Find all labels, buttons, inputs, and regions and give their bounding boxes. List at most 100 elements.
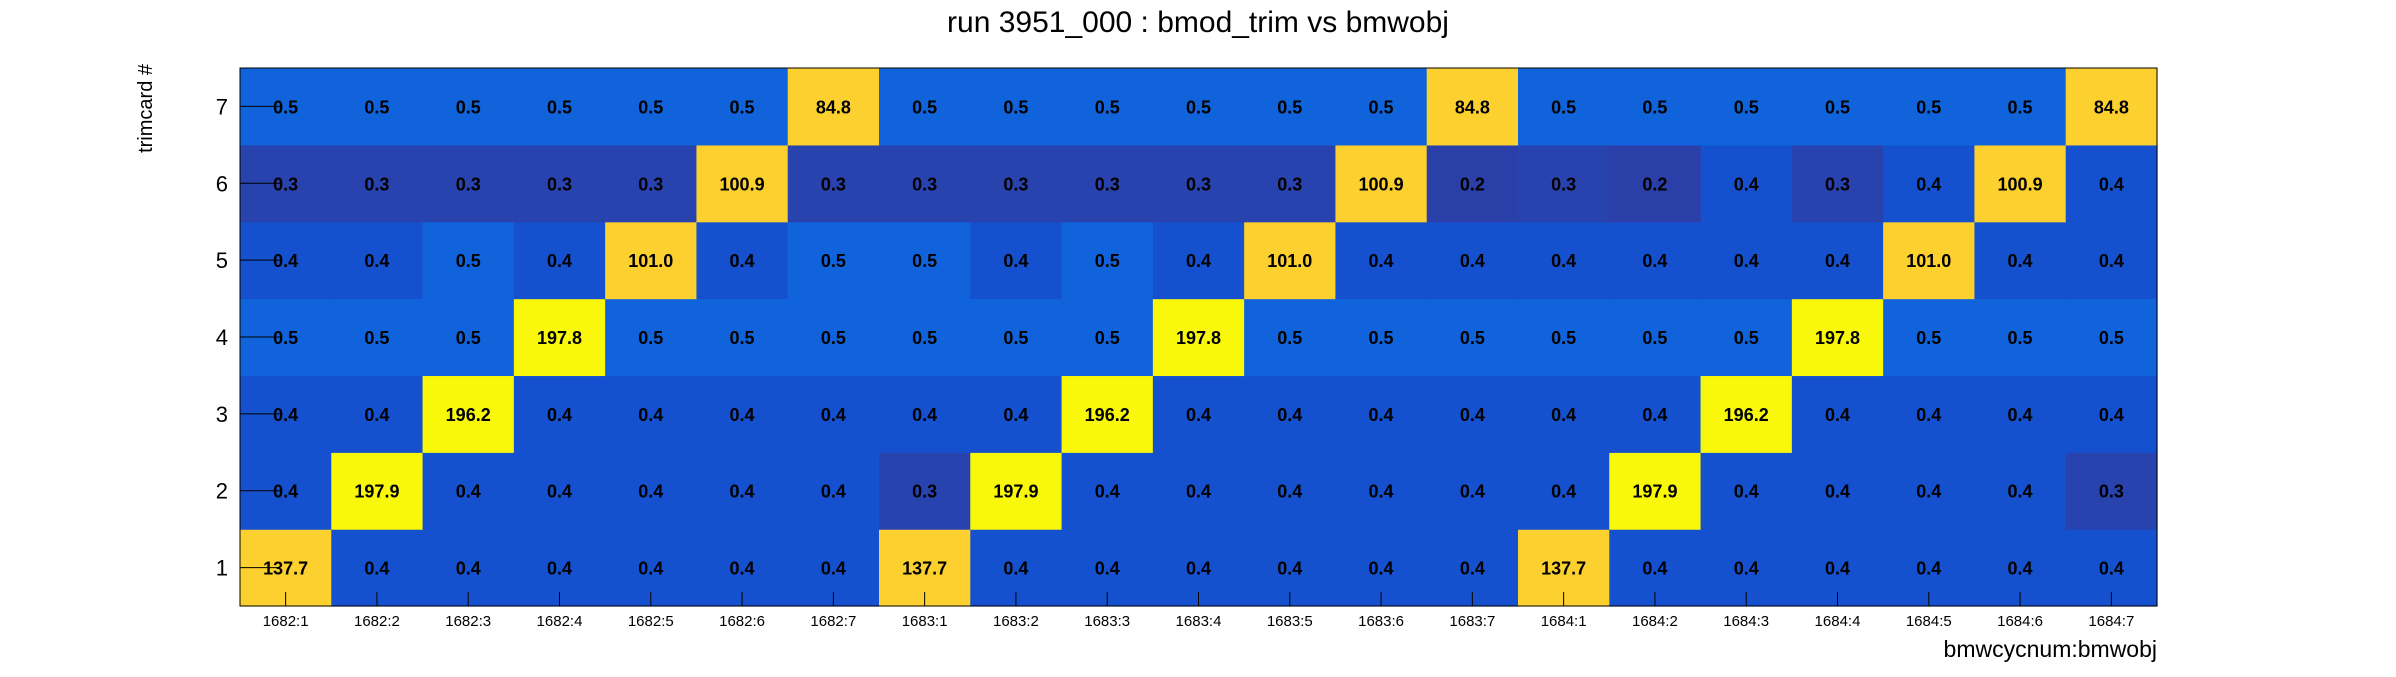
cell-value-label: 100.9: [720, 174, 765, 194]
x-tick-label: 1683:7: [1449, 613, 1495, 630]
x-tick-label: 1683:3: [1084, 613, 1130, 630]
heatmap-cell: [787, 375, 880, 453]
heatmap-cell: [879, 298, 971, 377]
heatmap-cell: [1335, 298, 1428, 377]
cell-value-label: 0.4: [1734, 559, 1759, 579]
x-tick-label: 1682:1: [263, 613, 309, 630]
heatmap-cell: [1609, 221, 1702, 300]
cell-value-label: 0.4: [1095, 482, 1120, 502]
cell-value-label: 84.8: [2094, 97, 2129, 117]
heatmap-cell: [1426, 375, 1519, 453]
heatmap-cell: [1518, 452, 1610, 530]
cell-value-label: 0.4: [547, 251, 572, 271]
cell-value-label: 0.4: [1734, 251, 1759, 271]
cell-value-label: 137.7: [902, 559, 947, 579]
heatmap-cell: [1700, 68, 1793, 146]
cell-value-label: 0.4: [1551, 482, 1576, 502]
cell-value-label: 0.4: [1460, 405, 1485, 425]
heatmap-cell: [513, 375, 606, 453]
heatmap-cell: [696, 68, 789, 146]
cell-value-label: 197.9: [1632, 482, 1677, 502]
cell-value-label: 0.3: [1551, 174, 1576, 194]
cell-value-label: 0.4: [1916, 174, 1941, 194]
cell-value-label: 0.4: [730, 559, 755, 579]
heatmap-cell: [970, 375, 1063, 453]
heatmap-cell: [1791, 452, 1884, 530]
heatmap-cell: [1061, 221, 1154, 300]
cell-value-label: 0.2: [1460, 174, 1485, 194]
chart-title: run 3951_000 : bmod_trim vs bmwobj: [947, 6, 1449, 39]
cell-value-label: 0.5: [1734, 328, 1759, 348]
cell-value-label: 196.2: [446, 405, 491, 425]
x-tick-label: 1683:2: [993, 613, 1039, 630]
heatmap-cell: [879, 68, 971, 146]
heatmap-cell: [1883, 144, 1976, 223]
heatmap-cell: [787, 221, 880, 300]
heatmap-cell: [1518, 221, 1610, 300]
cell-value-label: 0.3: [912, 174, 937, 194]
heatmap-cell: [1974, 144, 2067, 223]
heatmap-cell: [1426, 452, 1519, 530]
heatmap-cell: [1152, 298, 1245, 377]
cell-value-label: 0.5: [1277, 97, 1302, 117]
heatmap-cell: [1061, 144, 1154, 223]
heatmap-cell: [331, 68, 424, 146]
cell-value-label: 101.0: [1906, 251, 1951, 271]
heatmap-cell: [879, 144, 971, 223]
heatmap-cell: [331, 144, 424, 223]
y-tick-label: 2: [216, 479, 228, 504]
cell-value-label: 0.4: [1186, 405, 1211, 425]
x-axis-title: bmwcycnum:bmwobj: [1944, 636, 2157, 662]
cell-value-label: 0.4: [730, 251, 755, 271]
cell-value-label: 0.4: [1916, 405, 1941, 425]
x-tick-label: 1683:5: [1267, 613, 1313, 630]
heatmap-cell: [513, 68, 606, 146]
cell-value-label: 0.4: [1003, 559, 1028, 579]
cell-value-label: 0.4: [638, 405, 663, 425]
cell-value-label: 0.4: [273, 482, 298, 502]
x-tick-label: 1684:3: [1723, 613, 1769, 630]
heatmap-cell: [1244, 144, 1337, 223]
cell-value-label: 0.4: [364, 559, 389, 579]
heatmap-cell: [422, 68, 515, 146]
x-tick-label: 1683:1: [902, 613, 948, 630]
heatmap-cell: [1518, 375, 1610, 453]
heatmap-cell: [1518, 144, 1610, 223]
heatmap-cell: [1700, 452, 1793, 530]
cell-value-label: 0.5: [1916, 328, 1941, 348]
heatmap-cell: [1883, 68, 1976, 146]
cell-value-label: 0.4: [1825, 559, 1850, 579]
cell-value-label: 0.5: [1642, 328, 1667, 348]
cell-value-label: 0.5: [2008, 328, 2033, 348]
heatmap-cell: [879, 452, 971, 530]
cell-value-label: 0.4: [2008, 251, 2033, 271]
heatmap-cell: [605, 298, 698, 377]
x-tick-label: 1684:2: [1632, 613, 1678, 630]
cell-value-label: 0.5: [912, 97, 937, 117]
cell-value-label: 0.5: [730, 97, 755, 117]
heatmap-cell: [1152, 68, 1245, 146]
heatmap-cell: [696, 298, 789, 377]
cell-value-label: 0.4: [1095, 559, 1120, 579]
heatmap-cell: [1244, 68, 1337, 146]
cell-value-label: 0.5: [821, 328, 846, 348]
heatmap-cell: [2065, 298, 2158, 377]
heatmap-cell: [1974, 298, 2067, 377]
x-tick-label: 1682:2: [354, 613, 400, 630]
heatmap-cell: [1883, 375, 1976, 453]
cell-value-label: 0.4: [2099, 405, 2124, 425]
heatmap-cell: [1609, 452, 1702, 530]
cell-value-label: 0.5: [2099, 328, 2124, 348]
cell-value-label: 0.5: [1003, 97, 1028, 117]
cell-value-label: 0.5: [1277, 328, 1302, 348]
cell-value-label: 0.4: [1642, 405, 1667, 425]
x-tick-label: 1684:5: [1906, 613, 1952, 630]
heatmap-cell: [1609, 68, 1702, 146]
cell-value-label: 0.5: [1825, 97, 1850, 117]
heatmap-cell: [696, 144, 789, 223]
heatmap-cell: [787, 452, 880, 530]
cell-value-label: 0.5: [1186, 97, 1211, 117]
heatmap-cell: [1883, 452, 1976, 530]
cell-value-label: 0.4: [1551, 405, 1576, 425]
heatmap-cell: [1061, 452, 1154, 530]
